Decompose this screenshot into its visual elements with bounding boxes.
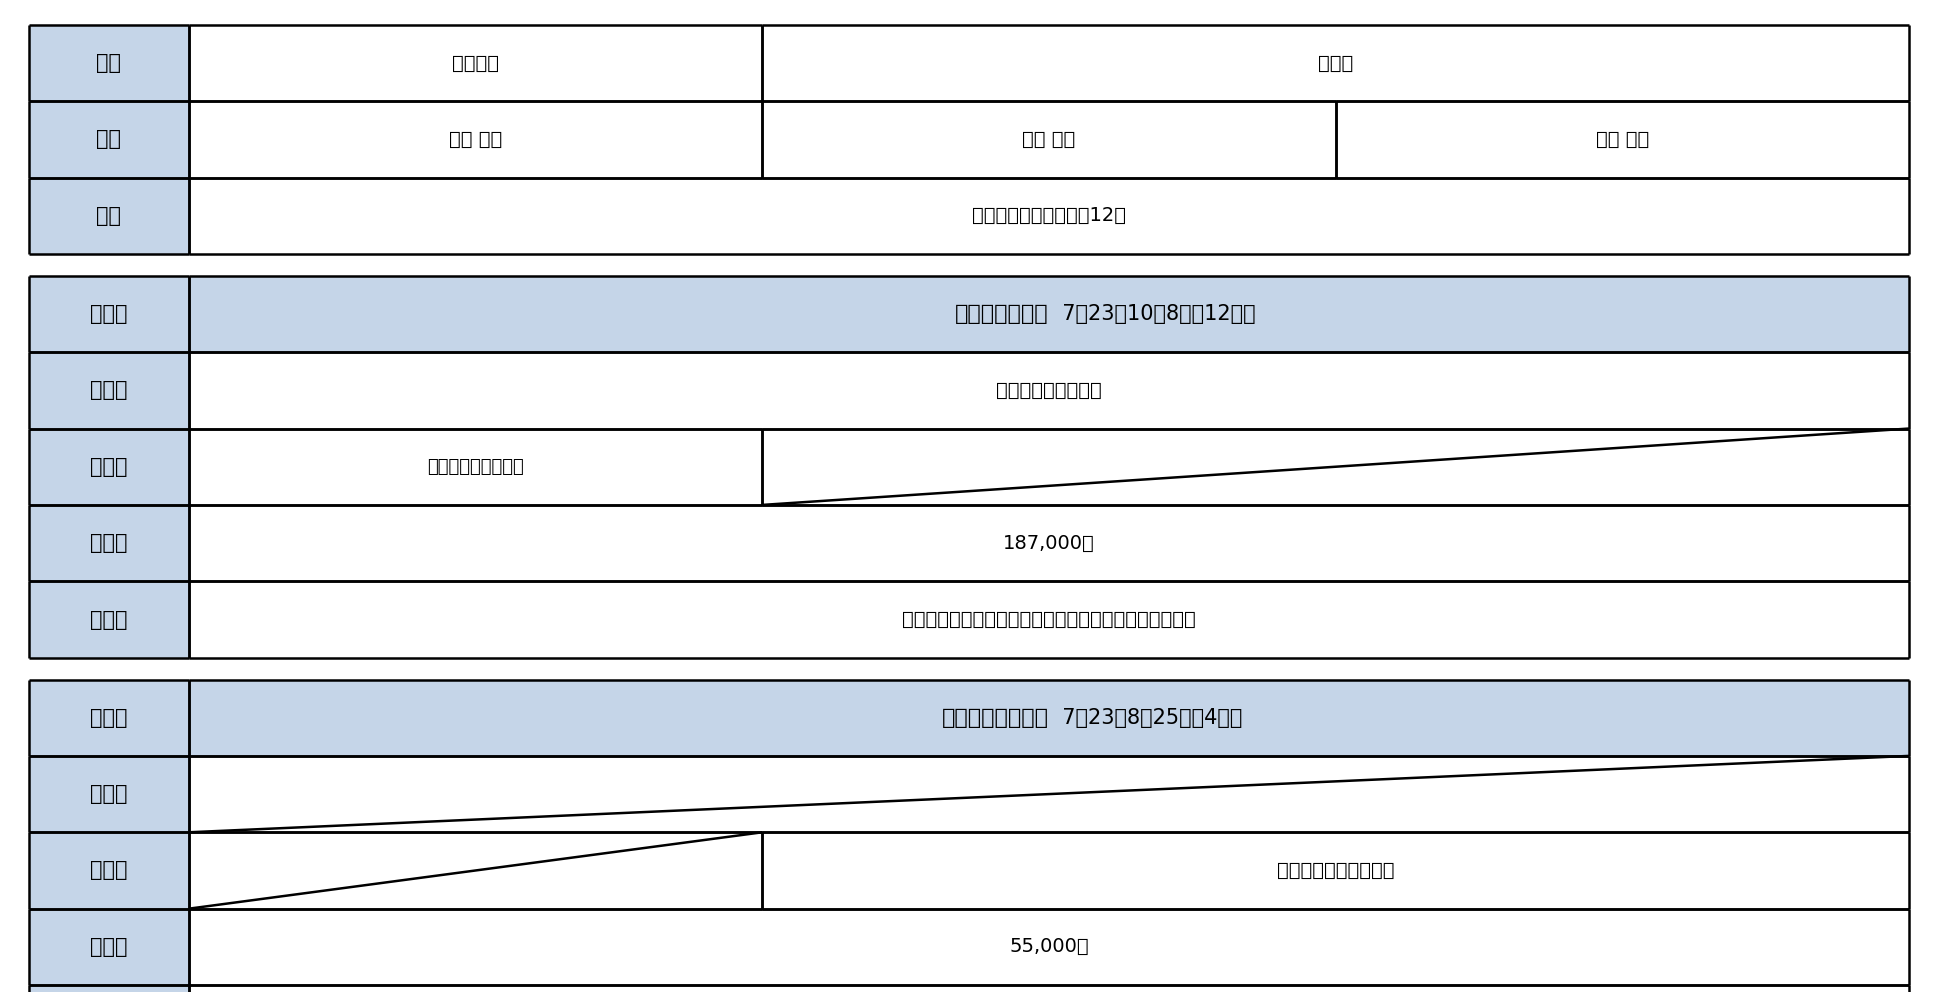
Text: 教材費: 教材費 <box>91 609 128 630</box>
Text: 初心者土曜製図コース: 初心者土曜製図コース <box>1277 861 1393 880</box>
Text: 受講料: 受講料 <box>91 533 128 554</box>
Text: 萩啓 伊志: 萩啓 伊志 <box>1021 130 1076 149</box>
Text: 各コース・各曜日共に12名: 各コース・各曜日共に12名 <box>971 206 1126 225</box>
Bar <box>762 429 1909 505</box>
Bar <box>188 25 762 101</box>
Text: 初心者製図コース: 初心者製図コース <box>942 707 1048 728</box>
Bar <box>762 101 1335 178</box>
Text: 雲母 未来: 雲母 未来 <box>450 130 502 149</box>
Bar <box>188 276 1909 352</box>
Bar <box>188 832 762 909</box>
Bar <box>29 832 188 909</box>
Text: 錦糸町校: 錦糸町校 <box>452 54 500 72</box>
Bar <box>188 352 1909 429</box>
Text: 講師: 講師 <box>97 129 122 150</box>
Text: 7月23～10月8日（12回）: 7月23～10月8日（12回） <box>1048 304 1256 324</box>
Bar <box>29 101 188 178</box>
Text: コース: コース <box>91 707 128 728</box>
Bar <box>762 25 1909 101</box>
Text: 船戸 浩次: 船戸 浩次 <box>1595 130 1649 149</box>
Text: 定員: 定員 <box>97 205 122 226</box>
Bar <box>29 985 188 992</box>
Bar <box>188 581 1909 658</box>
Bar <box>29 352 188 429</box>
Text: 日曜日: 日曜日 <box>91 784 128 805</box>
Text: コース: コース <box>91 304 128 324</box>
Bar <box>29 178 188 254</box>
Bar <box>29 505 188 581</box>
Text: 受講料: 受講料 <box>91 936 128 957</box>
Text: 土曜日: 土曜日 <box>91 860 128 881</box>
Bar <box>188 178 1909 254</box>
Bar <box>188 101 762 178</box>
Bar <box>188 909 1909 985</box>
Text: 校舎: 校舎 <box>97 53 122 73</box>
Bar <box>29 909 188 985</box>
Text: 短期製図コース: 短期製図コース <box>955 304 1048 324</box>
Bar <box>762 832 1909 909</box>
Bar <box>1335 101 1909 178</box>
Bar <box>188 505 1909 581</box>
Text: 土曜日: 土曜日 <box>91 456 128 477</box>
Bar <box>29 680 188 756</box>
Text: 日曜日: 日曜日 <box>91 380 128 401</box>
Text: 短期土曜製図コース: 短期土曜製図コース <box>426 457 523 476</box>
Bar <box>29 25 188 101</box>
Text: 55,000円: 55,000円 <box>1010 937 1089 956</box>
Text: 7月23～8月25日（4回）: 7月23～8月25日（4回） <box>1048 707 1242 728</box>
Bar <box>29 581 188 658</box>
Text: 187,000円: 187,000円 <box>1004 534 1095 553</box>
Bar <box>188 985 1909 992</box>
Bar <box>188 756 1909 832</box>
Text: 神田校: 神田校 <box>1318 54 1353 72</box>
Bar <box>188 429 762 505</box>
Bar <box>188 680 1909 756</box>
Text: テキスト、過去問集、製図用紙は授業料に含まれます。: テキスト、過去問集、製図用紙は授業料に含まれます。 <box>901 610 1196 629</box>
Bar <box>29 276 188 352</box>
Bar <box>29 756 188 832</box>
Text: 短期日曜製図コース: 短期日曜製図コース <box>996 381 1103 400</box>
Bar <box>29 429 188 505</box>
